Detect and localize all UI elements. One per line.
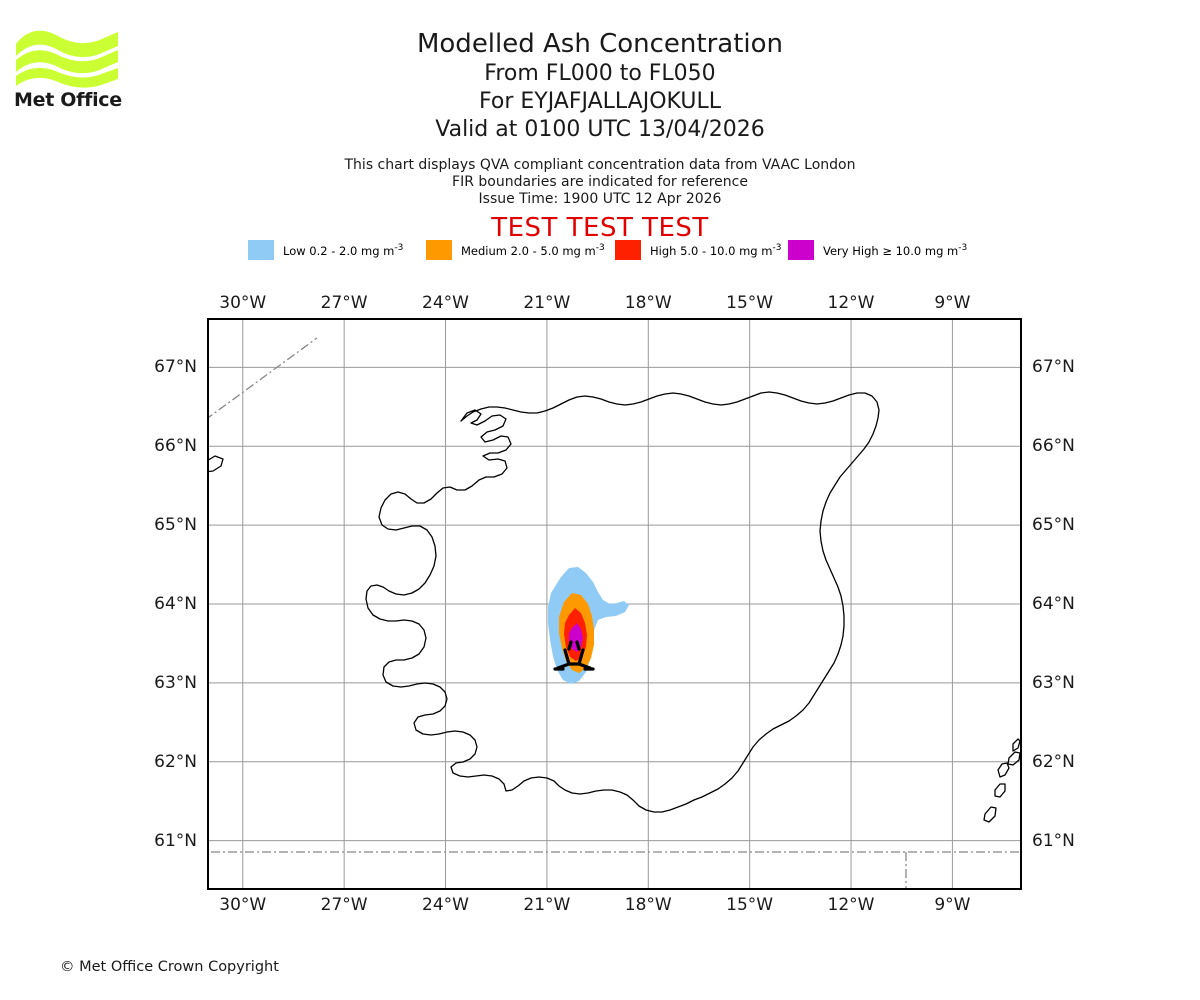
faroe-island-4 <box>983 806 997 823</box>
faroe-island-2 <box>1007 751 1020 766</box>
lon-tick-top-15°W: 15°W <box>726 293 774 313</box>
lon-tick-top-18°W: 18°W <box>624 293 672 313</box>
lon-tick-top-9°W: 9°W <box>934 293 971 313</box>
lon-tick-bottom-30°W: 30°W <box>219 895 267 915</box>
lon-tick-bottom-24°W: 24°W <box>422 895 470 915</box>
title-flight-levels: From FL000 to FL050 <box>484 61 716 86</box>
legend-label-3: Very High ≥ 10.0 mg m-3 <box>823 242 968 258</box>
lon-tick-top-27°W: 27°W <box>320 293 368 313</box>
legend-entry-3: Very High ≥ 10.0 mg m-3 <box>788 239 967 261</box>
disclaimer-block: This chart displays QVA compliant concen… <box>0 157 1200 208</box>
lon-tick-bottom-18°W: 18°W <box>624 895 672 915</box>
lon-tick-top-12°W: 12°W <box>827 293 875 313</box>
legend-label-0: Low 0.2 - 2.0 mg m-3 <box>283 242 404 258</box>
legend-swatch-0 <box>248 240 274 260</box>
legend-swatch-1 <box>426 240 452 260</box>
map-gridlines <box>209 320 1020 888</box>
legend-label-2: High 5.0 - 10.0 mg m-3 <box>650 242 782 258</box>
lon-tick-bottom-21°W: 21°W <box>523 895 571 915</box>
map-plot-area <box>207 318 1022 890</box>
concentration-legend: Low 0.2 - 2.0 mg m-3 Medium 2.0 - 5.0 mg … <box>248 239 1008 261</box>
lat-tick-left-62°N: 62°N <box>154 751 197 772</box>
lon-tick-bottom-9°W: 9°W <box>934 895 971 915</box>
lat-tick-right-63°N: 63°N <box>1032 672 1075 693</box>
title-volcano-name: For EYJAFJALLAJOKULL <box>479 89 721 114</box>
lat-tick-left-65°N: 65°N <box>154 515 197 536</box>
map-canvas <box>209 320 1020 888</box>
disclaimer-issue-time: Issue Time: 1900 UTC 12 Apr 2026 <box>478 191 722 207</box>
ash-contour-very-high <box>569 623 583 652</box>
lat-tick-right-62°N: 62°N <box>1032 751 1075 772</box>
copyright-footer: © Met Office Crown Copyright <box>60 959 279 975</box>
fir-boundary-northwest <box>209 337 318 418</box>
lat-tick-left-61°N: 61°N <box>154 830 197 851</box>
chart-title-block: Modelled Ash Concentration From FL000 to… <box>0 28 1200 144</box>
legend-label-1: Medium 2.0 - 5.0 mg m-3 <box>461 242 605 258</box>
lon-tick-bottom-12°W: 12°W <box>827 895 875 915</box>
lat-tick-left-64°N: 64°N <box>154 594 197 614</box>
legend-entry-0: Low 0.2 - 2.0 mg m-3 <box>248 239 403 261</box>
lat-tick-left-66°N: 66°N <box>154 436 197 457</box>
iceland-coastline <box>365 391 880 813</box>
lat-tick-right-64°N: 64°N <box>1032 594 1075 614</box>
legend-swatch-3 <box>788 240 814 260</box>
lat-tick-right-61°N: 61°N <box>1032 830 1075 851</box>
lon-tick-bottom-27°W: 27°W <box>320 895 368 915</box>
lon-tick-top-24°W: 24°W <box>422 293 470 313</box>
fir-boundaries <box>209 337 1020 888</box>
volcano-symbol-icon <box>553 640 595 671</box>
legend-swatch-2 <box>615 240 641 260</box>
lon-tick-top-30°W: 30°W <box>219 293 267 313</box>
lat-tick-left-67°N: 67°N <box>154 357 197 378</box>
page-title: Modelled Ash Concentration <box>416 29 784 59</box>
lat-tick-right-67°N: 67°N <box>1032 357 1075 378</box>
disclaimer-fir-line: FIR boundaries are indicated for referen… <box>452 174 748 190</box>
met-office-logo: Met Office <box>14 26 134 116</box>
title-valid-time: Valid at 0100 UTC 13/04/2026 <box>435 117 765 142</box>
legend-entry-1: Medium 2.0 - 5.0 mg m-3 <box>426 239 605 261</box>
legend-entry-2: High 5.0 - 10.0 mg m-3 <box>615 239 781 261</box>
greenland-coast-fragment <box>209 455 224 473</box>
lon-tick-top-21°W: 21°W <box>523 293 571 313</box>
test-banner: TEST TEST TEST <box>491 213 709 243</box>
faroe-islands-outline <box>997 762 1010 778</box>
faroe-island-3 <box>994 783 1006 798</box>
lat-tick-right-66°N: 66°N <box>1032 436 1075 457</box>
coastlines <box>209 391 1020 823</box>
met-office-wave-icon <box>16 30 118 88</box>
lon-tick-bottom-15°W: 15°W <box>726 895 774 915</box>
lat-tick-right-65°N: 65°N <box>1032 515 1075 536</box>
faroe-island-5 <box>1012 738 1020 752</box>
disclaimer-qva-line: This chart displays QVA compliant concen… <box>344 157 856 173</box>
met-office-logo-text: Met Office <box>14 89 122 111</box>
lat-tick-left-63°N: 63°N <box>154 672 197 693</box>
